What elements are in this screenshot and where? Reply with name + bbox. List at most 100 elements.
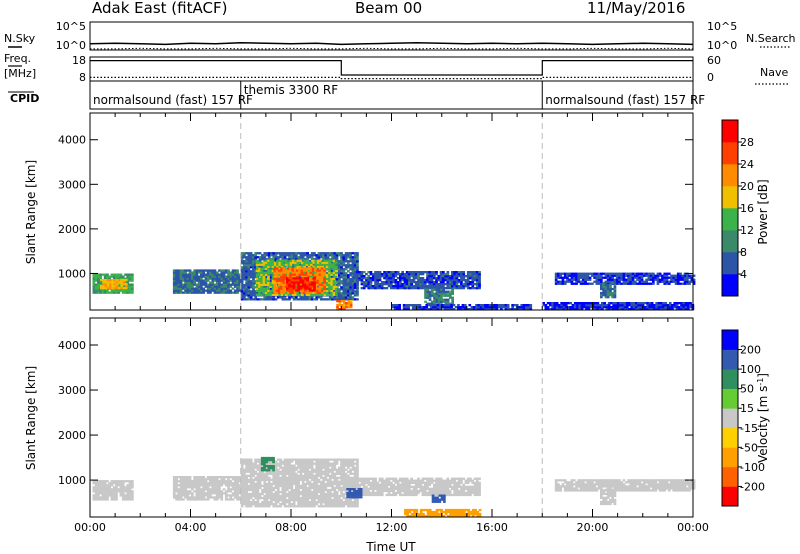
heatmap-cell-p3-r4 <box>273 275 277 278</box>
heatmap-cell-p3-r4 <box>335 269 338 272</box>
heatmap-cell-p4-r1 <box>191 480 194 483</box>
heatmap-cell-p3-r13 <box>553 306 557 309</box>
heatmap-cell-p3-r3 <box>247 278 251 281</box>
heatmap-cell-p3-r8 <box>378 287 382 290</box>
heatmap-cell-p3-r8 <box>410 285 413 288</box>
heatmap-cell-p3-r3 <box>338 298 341 301</box>
heatmap-cell-p4-r1 <box>191 496 194 499</box>
heatmap-cell-p3-r3 <box>245 274 248 277</box>
heatmap-cell-p3-r2 <box>193 277 196 280</box>
heatmap-cell-p3-r9 <box>446 290 450 293</box>
heatmap-cell-p3-r0 <box>126 281 130 284</box>
heatmap-cell-p3-r1 <box>102 287 105 290</box>
heatmap-cell-p3-r2 <box>202 291 205 294</box>
heatmap-cell-p3-r4 <box>294 261 297 264</box>
heatmap-cell-p3-r4 <box>314 265 318 268</box>
heatmap-cell-p3-r4 <box>278 277 282 280</box>
heatmap-cell-p4-r2 <box>272 488 276 492</box>
heatmap-cell-p3-r4 <box>264 259 268 262</box>
heatmap-cell-p3-r4 <box>328 293 331 296</box>
heatmap-cell-p3-r3 <box>254 272 257 275</box>
heatmap-cell-p3-r7 <box>345 304 348 307</box>
heatmap-cell-p3-r3 <box>347 256 350 259</box>
heatmap-cell-p3-r5 <box>282 289 286 292</box>
heatmap-cell-p3-r8 <box>455 275 459 278</box>
heatmap-cell-p3-r2 <box>191 279 194 282</box>
heatmap-cell-p4-r2 <box>288 499 291 502</box>
heatmap-cell-p3-r13 <box>587 306 591 309</box>
heatmap-cell-p3-r10 <box>439 304 442 307</box>
heatmap-cell-p4-r2 <box>274 470 278 473</box>
heatmap-cell-p3-r4 <box>335 267 338 270</box>
heatmap-cell-p3-r6 <box>301 279 305 282</box>
heatmap-cell-p3-r8 <box>362 277 366 280</box>
heatmap-cell-p3-r13 <box>614 308 618 311</box>
heatmap-cell-p3-r2 <box>229 283 233 286</box>
heatmap-cell-p3-r8 <box>442 279 445 282</box>
heatmap-cell-p3-r10 <box>500 304 503 307</box>
heatmap-cell-p3-r13 <box>639 308 643 311</box>
heatmap-cell-p3-r9 <box>433 302 436 305</box>
heatmap-cell-p3-r3 <box>317 254 321 257</box>
heatmap-cell-p3-r12 <box>604 291 608 295</box>
heatmap-cell-p3-r11 <box>593 280 596 283</box>
heatmap-cell-p3-r2 <box>188 291 192 294</box>
heatmap-cell-p4-r0 <box>94 492 98 495</box>
heatmap-cell-p4-r2 <box>270 462 273 465</box>
heatmap-cell-p3-r3 <box>342 290 346 293</box>
heatmap-cell-p4-r0 <box>108 492 111 495</box>
heatmap-cell-p3-r5 <box>300 273 304 276</box>
heatmap-cell-p3-r2 <box>222 273 226 276</box>
heatmap-cell-p3-r3 <box>342 264 346 267</box>
heatmap-cell-p3-r2 <box>236 271 239 274</box>
heatmap-cell-p3-r6 <box>286 289 289 292</box>
heatmap-cell-p3-r3 <box>351 284 355 287</box>
heatmap-cell-p4-r2 <box>247 501 251 504</box>
heatmap-cell-p3-r4 <box>278 259 282 262</box>
heatmap-cell-p3-r3 <box>347 298 350 301</box>
heatmap-cell-p3-r5 <box>280 289 283 292</box>
heatmap-cell-p4-r2 <box>283 478 287 481</box>
heatmap-cell-p4-r1 <box>177 492 181 495</box>
heatmap-cell-p3-r4 <box>332 261 336 264</box>
heatmap-cell-p3-r2 <box>234 291 237 294</box>
heatmap-cell-p3-r13 <box>605 308 609 311</box>
heatmap-cell-p3-r0 <box>103 277 107 280</box>
heatmap-cell-p3-r2 <box>179 287 183 290</box>
heatmap-cell-p3-r4 <box>335 261 338 264</box>
heatmap-cell-p3-r1 <box>109 285 112 288</box>
heatmap-cell-p3-r6 <box>301 287 305 290</box>
heatmap-cell-p3-r3 <box>245 262 248 265</box>
heatmap-cell-p3-r13 <box>625 308 629 311</box>
heatmap-cell-p3-r4 <box>287 293 291 296</box>
heatmap-cell-p4-r2 <box>252 480 255 484</box>
heatmap-cell-p4-r2 <box>286 494 289 498</box>
heatmap-cell-p3-r2 <box>177 275 181 278</box>
heatmap-cell-p3-r11 <box>636 274 639 277</box>
heatmap-cell-p3-r0 <box>131 287 134 290</box>
heatmap-cell-p3-r2 <box>215 281 219 284</box>
heatmap-cell-p3-r3 <box>249 256 253 259</box>
heatmap-cell-p3-r4 <box>255 267 259 270</box>
heatmap-cell-p3-r11 <box>570 274 574 277</box>
heatmap-cell-p3-r4 <box>271 291 275 294</box>
heatmap-cell-p3-r8 <box>369 273 373 276</box>
heatmap-cell-p3-r8 <box>374 281 377 284</box>
heatmap-cell-p3-r4 <box>332 271 336 274</box>
heatmap-cell-p3-r3 <box>295 254 298 257</box>
heatmap-cell-p4-r2 <box>254 464 257 467</box>
heatmap-cell-p4-r2 <box>261 470 264 473</box>
heatmap-cell-p3-r8 <box>471 279 475 282</box>
heatmap-cell-p3-r9 <box>430 290 434 293</box>
heatmap-cell-p3-r8 <box>401 275 404 278</box>
heatmap-cell-p4-r2 <box>254 484 257 488</box>
heatmap-cell-p4-r2 <box>270 468 273 471</box>
heatmap-cell-p3-r11 <box>597 272 601 275</box>
heatmap-cell-p4-r2 <box>240 499 244 502</box>
heatmap-cell-p3-r5 <box>282 273 286 276</box>
heatmap-cell-p3-r2 <box>206 269 210 272</box>
heatmap-cell-p3-r5 <box>302 275 306 278</box>
heatmap-cell-p3-r8 <box>478 273 481 276</box>
heatmap-cell-p4-r0 <box>97 492 100 495</box>
